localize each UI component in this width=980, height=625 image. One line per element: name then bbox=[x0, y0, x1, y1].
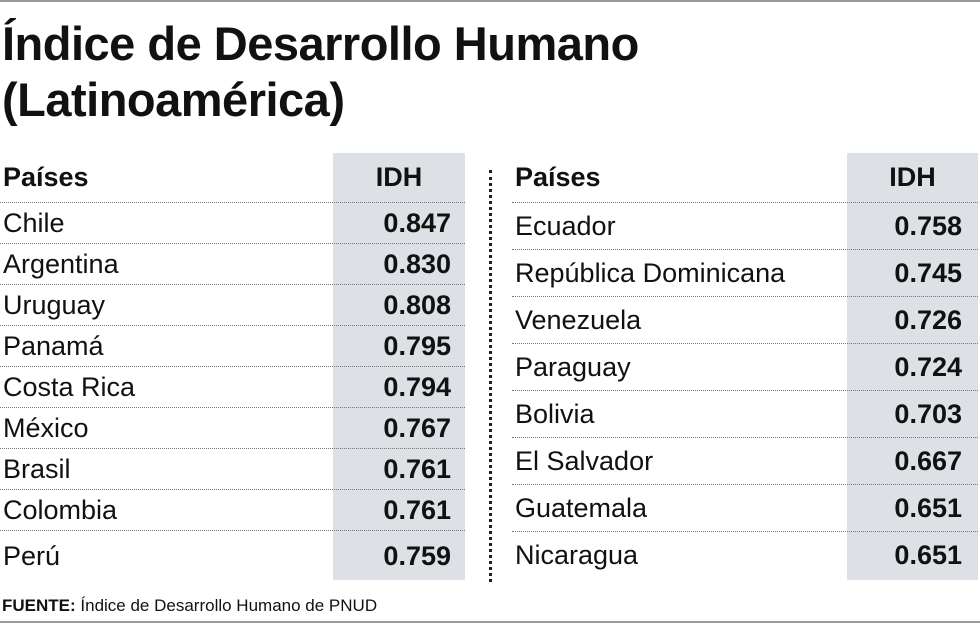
title-line-1: Índice de Desarrollo Humano bbox=[2, 17, 639, 70]
table-row: Chile 0.847 bbox=[0, 203, 465, 244]
table-row: Panamá 0.795 bbox=[0, 326, 465, 367]
idh-value: 0.795 bbox=[383, 330, 451, 361]
country-name: Costa Rica bbox=[3, 371, 136, 402]
country-name: República Dominicana bbox=[515, 257, 786, 288]
idh-value: 0.847 bbox=[383, 207, 451, 238]
idh-table-right: Países IDH Ecuador 0.758 República Domin… bbox=[512, 153, 978, 580]
table-row: Brasil 0.761 bbox=[0, 449, 465, 490]
idh-value: 0.830 bbox=[383, 248, 451, 279]
country-name: Ecuador bbox=[515, 210, 616, 241]
table-row: Nicaragua 0.651 bbox=[512, 532, 978, 579]
country-name: México bbox=[3, 412, 89, 443]
idh-value: 0.761 bbox=[383, 453, 451, 484]
idh-value: 0.667 bbox=[894, 445, 962, 476]
idh-value: 0.808 bbox=[383, 289, 451, 320]
table-row: Bolivia 0.703 bbox=[512, 391, 978, 438]
country-name: Paraguay bbox=[515, 351, 631, 382]
country-name: Nicaragua bbox=[515, 540, 639, 570]
country-name: Chile bbox=[3, 207, 65, 238]
table-row: Costa Rica 0.794 bbox=[0, 367, 465, 408]
country-name: Guatemala bbox=[515, 492, 648, 523]
country-name: Uruguay bbox=[3, 289, 106, 320]
table-row: Argentina 0.830 bbox=[0, 244, 465, 285]
table-row: Ecuador 0.758 bbox=[512, 203, 978, 250]
idh-value: 0.767 bbox=[383, 412, 451, 443]
country-name: Colombia bbox=[3, 494, 118, 525]
table-row: Uruguay 0.808 bbox=[0, 285, 465, 326]
country-name: El Salvador bbox=[515, 445, 654, 476]
idh-value: 0.703 bbox=[894, 398, 962, 429]
table-row: Guatemala 0.651 bbox=[512, 485, 978, 532]
idh-value: 0.761 bbox=[383, 494, 451, 525]
header-idh: IDH bbox=[375, 162, 423, 192]
bottom-rule bbox=[0, 621, 980, 623]
idh-value: 0.651 bbox=[894, 492, 962, 523]
source-label: FUENTE: bbox=[2, 596, 76, 615]
table-row: México 0.767 bbox=[0, 408, 465, 449]
idh-value: 0.745 bbox=[894, 257, 962, 288]
country-name: Panamá bbox=[3, 330, 104, 361]
country-name: Perú bbox=[3, 540, 61, 571]
country-name: Bolivia bbox=[515, 398, 595, 429]
idh-value: 0.759 bbox=[383, 540, 451, 571]
idh-value: 0.724 bbox=[894, 351, 962, 382]
table-row: Perú 0.759 bbox=[0, 531, 465, 581]
table-header-row: Países IDH bbox=[512, 153, 978, 203]
table-row: Venezuela 0.726 bbox=[512, 297, 978, 344]
title-line-2: (Latinoamérica) bbox=[2, 73, 345, 126]
country-name: Brasil bbox=[3, 453, 71, 484]
idh-value: 0.758 bbox=[894, 210, 962, 241]
table-row: Paraguay 0.724 bbox=[512, 344, 978, 391]
top-rule bbox=[0, 0, 980, 2]
table-row: República Dominicana 0.745 bbox=[512, 250, 978, 297]
header-idh: IDH bbox=[889, 162, 936, 192]
country-name: Venezuela bbox=[515, 304, 642, 335]
idh-column-shading bbox=[847, 153, 978, 580]
idh-value: 0.794 bbox=[383, 371, 451, 402]
source-note: FUENTE: Índice de Desarrollo Humano de P… bbox=[2, 596, 377, 616]
idh-value: 0.651 bbox=[894, 540, 962, 570]
page-title: Índice de Desarrollo Humano (Latinoaméri… bbox=[2, 16, 962, 128]
country-name: Argentina bbox=[3, 248, 119, 279]
table-header-row: Países IDH bbox=[0, 153, 465, 203]
idh-table-left: Países IDH Chile 0.847 Argentina 0.830 U… bbox=[0, 153, 465, 581]
header-country: Países bbox=[3, 162, 89, 192]
table-row: Colombia 0.761 bbox=[0, 490, 465, 531]
table-row: El Salvador 0.667 bbox=[512, 438, 978, 485]
column-divider bbox=[489, 170, 492, 582]
header-country: Países bbox=[515, 162, 601, 192]
idh-value: 0.726 bbox=[894, 304, 962, 335]
source-text: Índice de Desarrollo Humano de PNUD bbox=[75, 596, 378, 615]
